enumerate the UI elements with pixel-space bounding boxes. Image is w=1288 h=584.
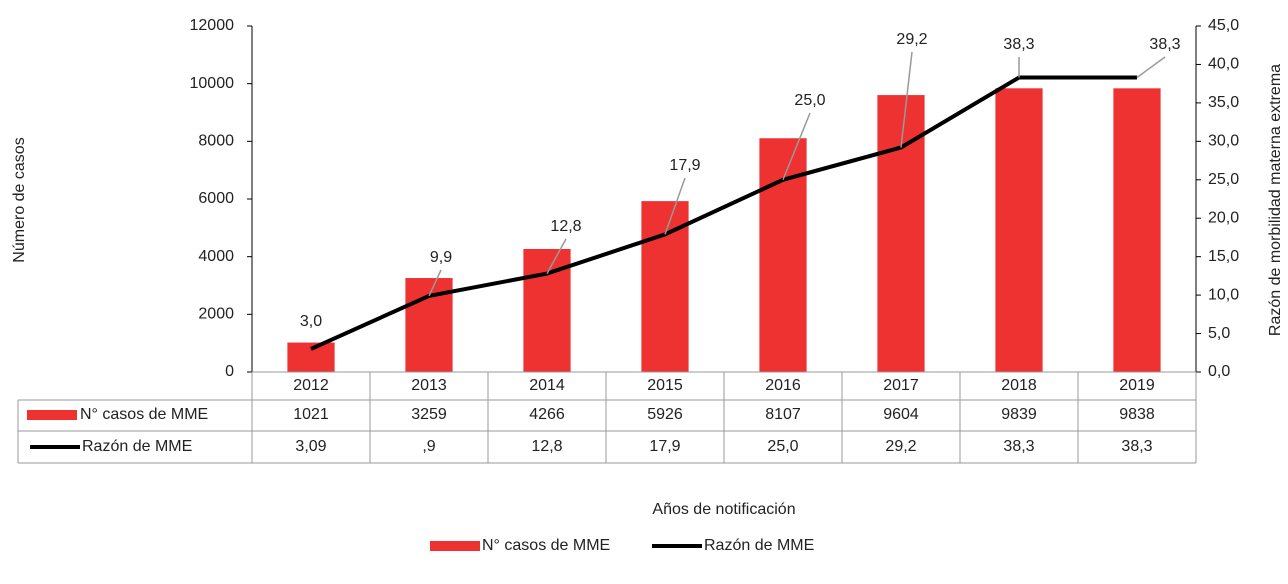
y-axis-title: Número de casos (11, 137, 28, 262)
data-label: 25,0 (794, 92, 825, 109)
table-cell: 17,9 (649, 438, 680, 455)
y-tick-label: 10000 (190, 75, 235, 92)
y2-tick-label: 5,0 (1208, 325, 1230, 342)
table-cell: 5926 (647, 406, 683, 423)
legend-label: N° casos de MME (482, 537, 610, 554)
table-cell: 3259 (411, 406, 447, 423)
y-tick-label: 2000 (198, 306, 234, 323)
legend-label: Razón de MME (704, 537, 814, 554)
line (310, 75, 1137, 351)
data-label: 17,9 (669, 157, 700, 174)
data-label: 12,8 (550, 218, 581, 235)
table-cell: 29,2 (885, 438, 916, 455)
table-cell: 38,3 (1003, 438, 1034, 455)
x-axis-title: Años de notificación (652, 501, 795, 518)
y2-tick-label: 25,0 (1208, 171, 1239, 188)
data-label: 9,9 (430, 249, 452, 266)
leader-line (546, 238, 567, 274)
data-label: 38,3 (1003, 36, 1034, 53)
table-cell: ,9 (422, 438, 435, 455)
x-tick-label: 2013 (411, 377, 447, 394)
data-label: 29,2 (896, 31, 927, 48)
table-cell: 9839 (1001, 406, 1037, 423)
x-tick-label: 2012 (293, 377, 329, 394)
x-tick-label: 2017 (883, 377, 919, 394)
y2-tick-label: 10,0 (1208, 286, 1239, 303)
x-tick-label: 2019 (1119, 377, 1155, 394)
legend-swatch (430, 541, 480, 551)
bar (641, 201, 689, 372)
table-cell: 9604 (883, 406, 919, 423)
bar (1113, 88, 1161, 372)
table-cell: 25,0 (767, 438, 798, 455)
y2-tick-label: 15,0 (1208, 248, 1239, 265)
table-cell: 12,8 (531, 438, 562, 455)
y-tick-label: 0 (225, 363, 234, 380)
data-label: 3,0 (300, 313, 322, 330)
leader-line (1136, 56, 1166, 79)
table-cell: 9838 (1119, 406, 1155, 423)
bar (995, 88, 1043, 372)
y2-tick-label: 40,0 (1208, 56, 1239, 73)
y-tick-label: 6000 (198, 190, 234, 207)
table-cell: 4266 (529, 406, 565, 423)
y2-tick-label: 0,0 (1208, 363, 1230, 380)
table-cell: 3,09 (295, 438, 326, 455)
y-tick-label: 4000 (198, 248, 234, 265)
table-cell: 38,3 (1121, 438, 1152, 455)
y-tick-label: 12000 (190, 17, 235, 34)
table-row-label: N° casos de MME (80, 406, 208, 423)
leader-line (428, 269, 442, 297)
leader-line (782, 112, 811, 181)
y2-tick-label: 30,0 (1208, 133, 1239, 150)
leader-line (900, 51, 913, 148)
data-label: 38,3 (1149, 36, 1180, 53)
y2-axis-title: Razón de morbilidad materna extrema (1267, 64, 1284, 336)
x-tick-label: 2014 (529, 377, 565, 394)
x-tick-label: 2018 (1001, 377, 1037, 394)
leader-line (664, 177, 686, 235)
table-key (27, 410, 77, 420)
y-tick-label: 8000 (198, 133, 234, 150)
y2-tick-label: 20,0 (1208, 209, 1239, 226)
x-tick-label: 2016 (765, 377, 801, 394)
table-cell: 8107 (765, 406, 801, 423)
y2-tick-label: 45,0 (1208, 17, 1239, 34)
y2-tick-label: 35,0 (1208, 94, 1239, 111)
x-tick-label: 2015 (647, 377, 683, 394)
table-row-label: Razón de MME (82, 438, 192, 455)
table-cell: 1021 (293, 406, 329, 423)
